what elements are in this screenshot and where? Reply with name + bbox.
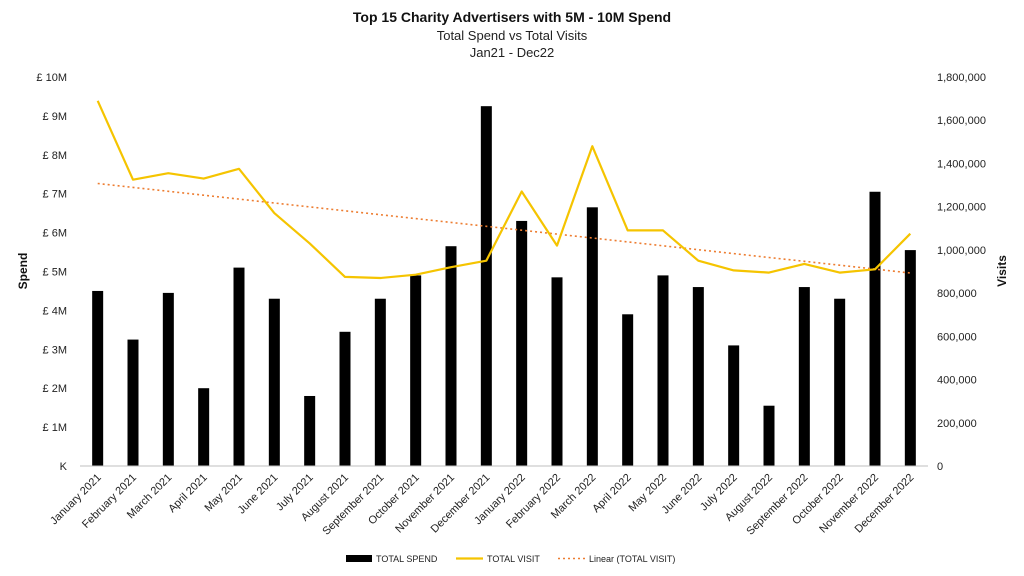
spend-bar bbox=[869, 191, 881, 466]
legend-label-trendline: Linear (TOTAL VISIT) bbox=[589, 554, 675, 564]
spend-bar bbox=[339, 331, 351, 466]
spend-bar bbox=[410, 275, 422, 466]
spend-bar bbox=[445, 246, 457, 466]
right-axis-tick-label: 800,000 bbox=[937, 288, 977, 300]
left-axis-ticks: K £ 1M £ 2M £ 3M £ 4M £ 5M £ 6M £ 7M £ 8M £ 9M £ 1… bbox=[36, 72, 67, 473]
spend-bar bbox=[516, 220, 528, 466]
left-axis-tick-label: £ 10M bbox=[36, 72, 67, 84]
spend-bar bbox=[374, 298, 386, 466]
spend-bar bbox=[304, 395, 316, 466]
left-axis-tick-label: £ 8M bbox=[43, 150, 67, 162]
spend-bar bbox=[551, 277, 563, 466]
x-axis-tick-label: April 2022 bbox=[590, 472, 634, 516]
right-axis-tick-label: 600,000 bbox=[937, 331, 977, 343]
left-axis-tick-label: £ 2M bbox=[43, 383, 67, 395]
right-axis-ticks: 0 200,000 400,000 600,000 800,000 1,000,000 1,… bbox=[937, 72, 986, 473]
spend-bar bbox=[622, 314, 634, 466]
trendline-series bbox=[97, 182, 911, 274]
right-axis-tick-label: 1,000,000 bbox=[937, 245, 986, 257]
spend-bar bbox=[763, 405, 775, 466]
right-axis-title: Visits bbox=[995, 255, 1009, 287]
spend-bar bbox=[657, 275, 669, 466]
spend-bar bbox=[904, 250, 916, 466]
spend-bar bbox=[586, 207, 598, 466]
x-axis-tick-label: April 2021 bbox=[166, 472, 210, 516]
x-axis-tick-label: September 2021 bbox=[320, 472, 386, 538]
left-axis-tick-label: £ 4M bbox=[43, 305, 67, 317]
legend: TOTAL SPEND TOTAL VISIT Linear (TOTAL VI… bbox=[346, 554, 675, 564]
left-axis-tick-label: £ 6M bbox=[43, 228, 67, 240]
right-axis-tick-label: 0 bbox=[937, 461, 943, 473]
right-axis-tick-label: 1,800,000 bbox=[937, 72, 986, 84]
right-axis-tick-label: 400,000 bbox=[937, 375, 977, 387]
left-axis-tick-label: £ 1M bbox=[43, 422, 67, 434]
chart-title: Top 15 Charity Advertisers with 5M - 10M… bbox=[353, 9, 671, 25]
right-axis-tick-label: 1,200,000 bbox=[937, 202, 986, 214]
legend-swatch-total-spend bbox=[346, 555, 372, 562]
visits-line-series bbox=[96, 100, 912, 280]
right-axis-tick-label: 200,000 bbox=[937, 418, 977, 430]
left-axis-tick-label: £ 5M bbox=[43, 267, 67, 279]
x-axis-tick-label: September 2022 bbox=[744, 472, 810, 538]
spend-bar bbox=[692, 287, 704, 466]
left-axis-tick-label: £ 7M bbox=[43, 189, 67, 201]
legend-label-total-visit: TOTAL VISIT bbox=[487, 554, 540, 564]
chart-subtitle-line-2: Jan21 - Dec22 bbox=[470, 45, 555, 60]
spend-bar bbox=[127, 339, 139, 466]
spend-bar bbox=[162, 292, 174, 466]
spend-bar bbox=[198, 388, 210, 466]
spend-bar bbox=[268, 298, 280, 466]
spend-bars bbox=[92, 106, 916, 467]
left-axis-tick-label: £ 9M bbox=[43, 111, 67, 123]
legend-label-total-spend: TOTAL SPEND bbox=[376, 554, 438, 564]
chart-subtitle-line-1: Total Spend vs Total Visits bbox=[437, 28, 588, 43]
right-axis-tick-label: 1,600,000 bbox=[937, 115, 986, 127]
spend-bar bbox=[728, 345, 740, 466]
left-axis-tick-label: £ 3M bbox=[43, 344, 67, 356]
right-axis-tick-label: 1,400,000 bbox=[937, 158, 986, 170]
spend-bar bbox=[92, 290, 104, 466]
spend-bar bbox=[233, 267, 245, 466]
left-axis-title: Spend bbox=[16, 253, 30, 290]
spend-bar bbox=[480, 106, 492, 467]
spend-bar bbox=[834, 298, 846, 466]
left-axis-tick-label: K bbox=[60, 461, 68, 473]
spend-bar bbox=[798, 287, 810, 466]
